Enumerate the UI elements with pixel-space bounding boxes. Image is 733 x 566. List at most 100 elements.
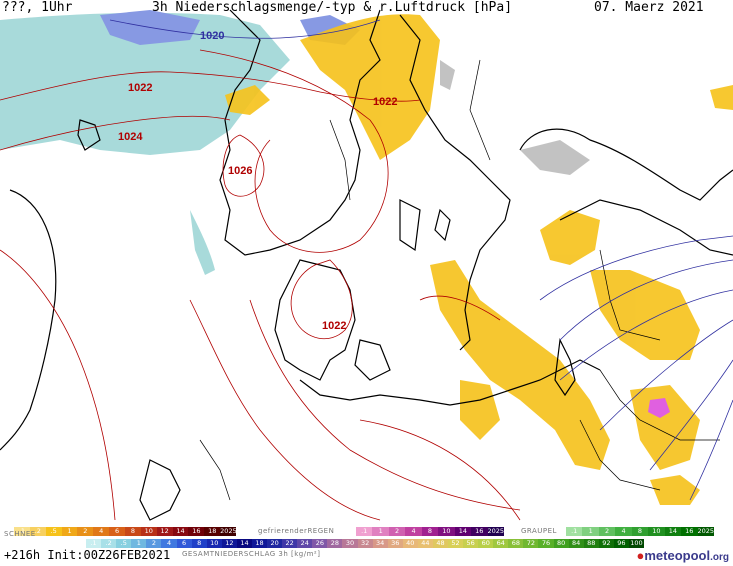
legend-step: 36	[387, 539, 403, 548]
legend-step: 88	[583, 539, 599, 548]
legend-step: 52	[448, 539, 464, 548]
legend-step: 24	[297, 539, 313, 548]
legend-step: 16	[188, 527, 205, 536]
legend-step: 44	[417, 539, 433, 548]
legend-step: .5	[45, 527, 62, 536]
coastlines	[0, 9, 733, 521]
legend-step: 40	[402, 539, 418, 548]
legend-step: 84	[568, 539, 584, 548]
isobar-label: 1026	[228, 165, 253, 177]
total-precip-label: GESAMTNIEDERSCHLAG 3h [kg/m²]	[182, 550, 321, 558]
total-precip-scale: 18 20 22 24 26 28 30 32 34 36 40 44 48 52 56 60 64 68 72 76…	[252, 539, 645, 548]
legend-step: 2	[146, 539, 162, 548]
rain-areas	[225, 14, 733, 505]
legend-step: 4	[615, 527, 632, 536]
logo-text: meteopool	[644, 548, 711, 563]
legend-step: 12	[156, 527, 173, 536]
legend-step: 64	[493, 539, 509, 548]
snow-scale: .1.2.5 1 2 4 6 8 10 12 14	[86, 539, 253, 548]
country-borders	[199, 59, 720, 501]
legend-step: 2	[388, 527, 406, 536]
map-title: 3h Niederschlagsmenge/-typ & r.Luftdruck…	[152, 0, 513, 15]
legend-step: 56	[463, 539, 479, 548]
legend-step: 68	[508, 539, 524, 548]
freezing-rain-label: gefrierenderREGEN	[258, 527, 335, 535]
legend-step: 1	[61, 527, 78, 536]
isobar-label: 1022	[128, 82, 153, 94]
legend-step: 10	[206, 539, 222, 548]
legend-step: 2025+	[697, 527, 714, 536]
legend-step: 92	[598, 539, 614, 548]
model-run: +216h Init:00Z26FEB2021	[4, 548, 171, 562]
legend-step: 14	[236, 539, 253, 548]
legend-step: 10	[140, 527, 157, 536]
legend-step: 12	[221, 539, 237, 548]
graupel-label: GRAUPEL	[521, 527, 557, 535]
snow-areas	[0, 10, 360, 275]
heavy-rain-spot	[648, 398, 670, 418]
legend-step: 1	[131, 539, 147, 548]
legend-step: .1	[356, 527, 373, 536]
legend-step: 16	[681, 527, 698, 536]
legend-step: 14	[454, 527, 472, 536]
legend-step: 80	[553, 539, 569, 548]
legend-step: 6	[109, 527, 126, 536]
legend-step: .1	[14, 527, 30, 536]
meteopool-logo[interactable]: ●meteopool.org	[637, 548, 729, 563]
legend-step: .1	[566, 527, 583, 536]
legend-step: 48	[432, 539, 449, 548]
legend-step: 4	[405, 527, 422, 536]
legend-step: 76	[538, 539, 554, 548]
legend-step: 8	[631, 527, 649, 536]
isobar-label: 1024	[118, 131, 143, 143]
legend-step: .1	[86, 539, 102, 548]
legend-step: 16	[471, 527, 488, 536]
legend-step: 60	[478, 539, 494, 548]
valid-time: ???, 1Uhr	[2, 0, 73, 15]
legend-step: .5	[116, 539, 132, 548]
snow-label: SCHNEE	[4, 530, 36, 538]
legend-step: 2	[598, 527, 616, 536]
logo-icon: ●	[636, 548, 645, 563]
legend-step: 10	[648, 527, 665, 536]
legend-step: 32	[357, 539, 373, 548]
isobar-label: 1020	[200, 30, 225, 42]
legend-step: 14	[172, 527, 189, 536]
legend-step: 100	[628, 539, 645, 548]
legend-step: 72	[523, 539, 539, 548]
legend-step: .2	[29, 527, 46, 536]
legend-step: 8	[421, 527, 439, 536]
legend-step: 1	[582, 527, 599, 536]
legend-step: 6	[176, 539, 192, 548]
legend-step: 30	[342, 539, 358, 548]
legend-step: 28	[327, 539, 343, 548]
isobar-label: 1022	[322, 320, 347, 332]
legend-step: 14	[664, 527, 682, 536]
legend-step: 18	[204, 527, 221, 536]
legend-step: 8	[191, 539, 207, 548]
legend-step: 1	[372, 527, 389, 536]
legend-step: 34	[372, 539, 388, 548]
legend-step: 26	[312, 539, 328, 548]
legend-step: 4	[93, 527, 110, 536]
legend-step: 96	[613, 539, 629, 548]
legend-step: 2025+	[220, 527, 237, 536]
map-date: 07. Maerz 2021	[594, 0, 704, 15]
isobar-label: 1022	[373, 96, 398, 108]
legend-step: 4	[161, 539, 177, 548]
legend-step: 22	[282, 539, 298, 548]
snow-cover-patches	[440, 60, 590, 175]
legend-step: 10	[438, 527, 455, 536]
legend-step: 8	[125, 527, 141, 536]
legend-step: .2	[101, 539, 117, 548]
isobars-blue	[109, 19, 733, 501]
legend-step: 20	[267, 539, 283, 548]
legend-step: 2025+	[487, 527, 504, 536]
legend-step: 18	[252, 539, 268, 548]
isobars-red	[0, 49, 521, 521]
logo-suffix: .org	[710, 552, 729, 563]
